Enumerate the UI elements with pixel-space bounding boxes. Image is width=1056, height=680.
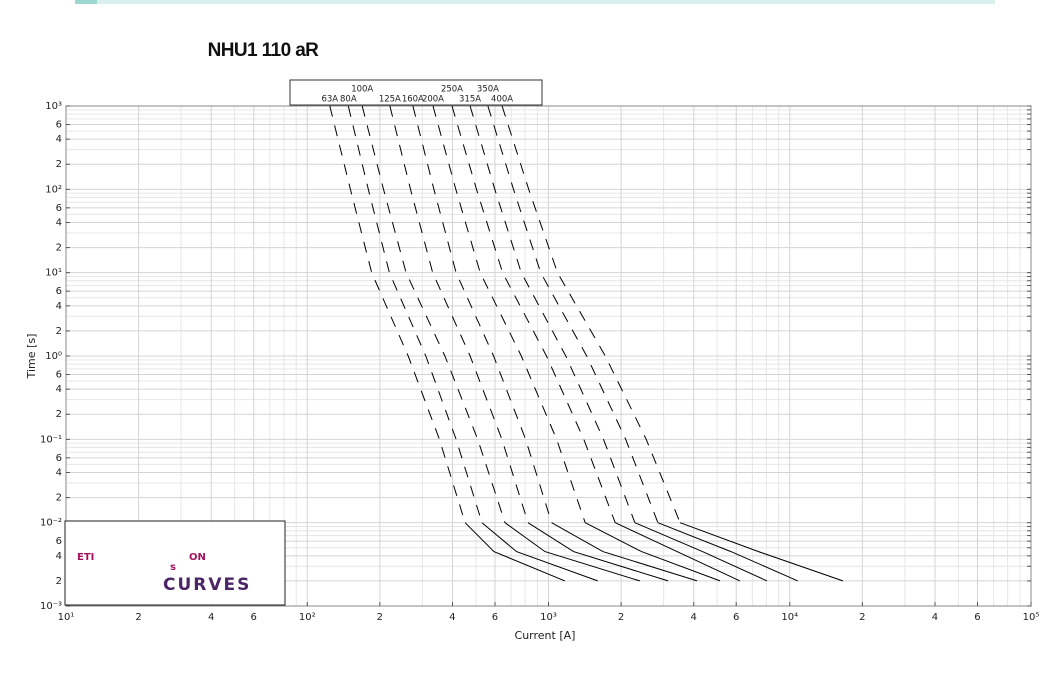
y-tick-label: 2 [56, 409, 62, 420]
y-tick-label: 2 [56, 243, 62, 254]
x-tick-label: 4 [449, 612, 455, 623]
y-tick-label: 10⁰ [45, 351, 62, 362]
x-tick-label: 2 [859, 612, 865, 623]
fuse-curve [329, 105, 466, 523]
fuse-curve [389, 105, 529, 523]
x-tick-label: 2 [377, 612, 383, 623]
y-tick-label: 10⁻³ [40, 601, 62, 612]
x-tick-label: 6 [492, 612, 498, 623]
x-axis-label: Current [A] [515, 629, 576, 642]
y-tick-label: 4 [56, 551, 62, 562]
top-bar-accent [75, 0, 97, 4]
x-tick-label: 6 [733, 612, 739, 623]
x-tick-label: 10⁴ [781, 612, 798, 623]
legend-label: 315A [459, 95, 481, 105]
x-tick-label: 10⁵ [1023, 612, 1040, 623]
y-tick-label: 4 [56, 134, 62, 145]
fuse-curve [487, 105, 659, 523]
x-tick-label: 10³ [540, 612, 557, 623]
y-tick-label: 4 [56, 384, 62, 395]
fuse-curve [469, 105, 636, 523]
fuse-curve [464, 522, 566, 582]
logo-brand: ON [189, 552, 206, 563]
x-tick-label: 2 [618, 612, 624, 623]
legend-label: 350A [477, 85, 499, 95]
legend-label: 160A [402, 95, 424, 105]
legend-label: 200A [422, 95, 444, 105]
legend-label: 100A [351, 85, 373, 95]
y-tick-label: 6 [56, 286, 62, 297]
fuse-curve [634, 522, 768, 582]
fuse-curve [551, 522, 698, 582]
fuse-curve [527, 522, 669, 582]
legend-box [289, 79, 543, 106]
legend-label: 125A [379, 95, 401, 105]
legend-label: 63A [321, 95, 338, 105]
x-tick-label: 6 [251, 612, 257, 623]
fuse-curve [614, 522, 741, 582]
curves [329, 105, 844, 582]
logo-brand: s [170, 562, 176, 573]
chart-title: NHU1 110 aR [208, 40, 320, 61]
y-tick-label: 6 [56, 119, 62, 130]
logo-box [64, 520, 286, 606]
x-tick-label: 6 [974, 612, 980, 623]
fuse-curve [451, 105, 616, 523]
y-tick-label: 4 [56, 301, 62, 312]
fuse-curve [347, 105, 483, 523]
fuse-curve [679, 522, 844, 582]
fuse-curve [481, 522, 598, 582]
x-tick-label: 4 [691, 612, 697, 623]
x-tick-label: 4 [932, 612, 938, 623]
legend-label: 400A [491, 95, 513, 105]
y-tick-label: 10⁻² [40, 518, 62, 529]
x-tick-label: 4 [208, 612, 214, 623]
fuse-curve [504, 522, 640, 582]
fuse-curve [432, 105, 586, 523]
y-tick-label: 10³ [45, 101, 62, 112]
x-tick-label: 10² [299, 612, 316, 623]
legend-label: 250A [441, 85, 463, 95]
legend-label: 80A [340, 95, 357, 105]
y-tick-label: 4 [56, 217, 62, 228]
logo-brand: ETI [77, 552, 94, 563]
y-tick-label: 2 [56, 326, 62, 337]
y-tick-label: 4 [56, 467, 62, 478]
fuse-curve [501, 105, 681, 523]
top-bar [75, 0, 995, 4]
y-tick-label: 10² [45, 184, 62, 195]
y-tick-label: 2 [56, 576, 62, 587]
y-tick-label: 10¹ [45, 268, 62, 279]
fuse-curve [361, 105, 506, 523]
y-tick-label: 10⁻¹ [40, 434, 62, 445]
y-tick-label: 2 [56, 493, 62, 504]
y-tick-label: 6 [56, 369, 62, 380]
logo-tagline: CURVES [163, 575, 251, 595]
fuse-curve [412, 105, 553, 523]
y-axis-label: Time [s] [25, 334, 38, 380]
y-tick-label: 6 [56, 203, 62, 214]
y-tick-label: 6 [56, 453, 62, 464]
x-tick-label: 2 [135, 612, 141, 623]
fuse-curve [657, 522, 799, 582]
logo: ETI s ON CURVES [64, 520, 286, 606]
x-tick-label: 10¹ [58, 612, 75, 623]
fuse-curve [584, 522, 721, 582]
y-tick-label: 6 [56, 536, 62, 547]
y-tick-label: 2 [56, 159, 62, 170]
